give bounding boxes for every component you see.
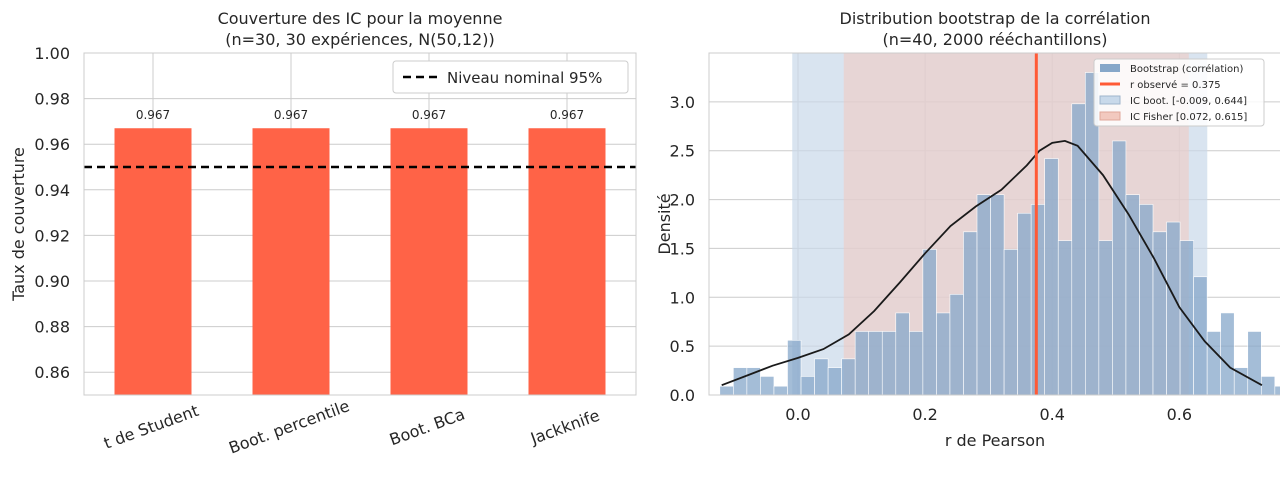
y-tick-label: 0.98 <box>34 90 70 109</box>
y-tick-label: 0.5 <box>670 337 695 356</box>
histogram-bar <box>909 331 924 396</box>
y-tick-label: 0.94 <box>34 181 70 200</box>
chart-coverage-ylabel: Taux de couverture <box>9 147 28 302</box>
x-tick-label: t de Student <box>101 401 201 453</box>
histogram-bar <box>990 194 1005 396</box>
histogram-bar <box>922 249 937 396</box>
histogram-bar <box>1112 140 1127 396</box>
histogram-bar <box>814 358 829 396</box>
histogram-bar <box>963 231 978 396</box>
y-tick-label: 0.88 <box>34 318 70 337</box>
chart-coverage-y-axis: 0.86 0.88 0.90 0.92 0.94 0.96 0.98 1.00 <box>34 44 70 382</box>
legend-nominal-label: Niveau nominal 95% <box>447 69 602 87</box>
histogram-bar <box>1247 331 1262 396</box>
y-tick-label: 0.96 <box>34 135 70 154</box>
y-tick-label: 2.0 <box>670 191 695 210</box>
x-tick-label: 0.4 <box>1039 405 1064 424</box>
histogram-bar <box>895 312 910 396</box>
bar-value-label: 0.967 <box>550 108 584 122</box>
y-tick-label: 3.0 <box>670 93 695 112</box>
chart-bootstrap-x-axis: 0.0 0.2 0.4 0.6 <box>785 405 1192 424</box>
histogram-bar <box>1030 204 1046 396</box>
histogram-bar <box>1139 204 1154 396</box>
histogram-bar <box>1152 231 1167 396</box>
histogram-bar <box>719 385 734 396</box>
chart-bootstrap-y-axis: 0.0 0.5 1.0 1.5 2.0 2.5 3.0 <box>670 93 695 405</box>
x-tick-label: 0.6 <box>1167 405 1192 424</box>
legend-ic-fisher-swatch <box>1099 111 1121 121</box>
histogram-bar <box>1057 240 1073 396</box>
legend-observed-label: r observé = 0.375 <box>1130 79 1221 91</box>
chart-bootstrap-frame <box>708 52 1280 396</box>
histogram-bar <box>1044 158 1059 396</box>
chart-bootstrap-xlabel: r de Pearson <box>945 431 1045 450</box>
histogram-bar <box>868 331 883 396</box>
histogram-bar <box>760 376 775 396</box>
histogram-bar <box>936 312 951 396</box>
bar-value-label: 0.967 <box>274 108 308 122</box>
x-tick-label: Jackknife <box>527 406 602 449</box>
legend-histogram-label: Bootstrap (corrélation) <box>1130 63 1243 75</box>
coverage-bar <box>114 128 192 396</box>
histogram-bar <box>1220 312 1235 396</box>
chart-coverage-title: Couverture des IC pour la moyenne <box>218 9 503 28</box>
y-tick-label: 0.86 <box>34 363 70 382</box>
x-tick-label: Boot. BCa <box>387 404 467 449</box>
histogram-bar <box>1003 249 1018 396</box>
y-tick-label: 1.5 <box>670 239 695 258</box>
chart-coverage-frame <box>83 52 637 396</box>
x-tick-label: 0.0 <box>785 405 810 424</box>
bar-value-label: 0.967 <box>136 108 170 122</box>
coverage-bar <box>252 128 330 396</box>
legend-ic-fisher-label: IC Fisher [0.072, 0.615] <box>1130 112 1247 123</box>
chart-coverage: Couverture des IC pour la moyenne (n=30,… <box>9 9 637 457</box>
chart-bootstrap-ylabel: Densité <box>655 193 674 254</box>
histogram-bar <box>827 367 842 396</box>
legend-box <box>392 60 629 94</box>
legend-ic-boot-swatch <box>1099 95 1121 105</box>
y-tick-label: 1.0 <box>670 288 695 307</box>
histogram-bar <box>841 358 856 396</box>
histogram-bar <box>949 294 964 396</box>
histogram-bar <box>881 331 897 396</box>
chart-bootstrap-subtitle: (n=40, 2000 rééchantillons) <box>882 30 1107 49</box>
coverage-bar <box>528 128 606 396</box>
histogram-bar <box>976 194 991 396</box>
y-tick-label: 0.92 <box>34 226 70 245</box>
y-tick-label: 2.5 <box>670 142 695 161</box>
histogram-bar <box>1166 221 1181 396</box>
chart-bootstrap-legend: Bootstrap (corrélation) r observé = 0.37… <box>1093 58 1265 127</box>
y-tick-label: 0.90 <box>34 272 70 291</box>
kde-curve <box>721 139 1263 387</box>
x-tick-label: Boot. percentile <box>226 396 352 457</box>
chart-coverage-subtitle: (n=30, 30 expériences, N(50,12)) <box>225 30 494 49</box>
histogram-bar <box>733 367 748 396</box>
x-tick-label: 0.2 <box>912 405 937 424</box>
chart-bootstrap: Distribution bootstrap de la corrélation… <box>655 9 1280 450</box>
chart-coverage-legend: Niveau nominal 95% <box>392 60 629 94</box>
histogram-bar <box>1098 240 1113 396</box>
y-tick-label: 0.0 <box>670 386 695 405</box>
coverage-bar <box>390 128 468 396</box>
chart-coverage-x-axis: t de Student Boot. percentile Boot. BCa Jac… <box>101 396 602 457</box>
histogram-bar <box>854 331 870 396</box>
histogram-bar <box>1017 212 1032 396</box>
histogram-bar <box>1125 194 1140 396</box>
legend-ic-boot-label: IC boot. [-0.009, 0.644] <box>1130 96 1247 107</box>
histogram-bar <box>1260 376 1276 396</box>
y-tick-label: 1.00 <box>34 44 70 63</box>
legend-box <box>1093 58 1265 127</box>
histogram-bar <box>773 385 788 396</box>
bar-value-label: 0.967 <box>412 108 446 122</box>
legend-histogram-swatch <box>1100 64 1120 72</box>
histogram-bar <box>787 339 802 396</box>
histogram-bar <box>1206 331 1221 396</box>
chart-bootstrap-title: Distribution bootstrap de la corrélation <box>840 9 1151 28</box>
chart-coverage-bars: 0.967 0.967 0.967 0.967 <box>114 108 606 396</box>
histogram-bar <box>800 376 815 396</box>
histogram-bar <box>1274 385 1280 396</box>
